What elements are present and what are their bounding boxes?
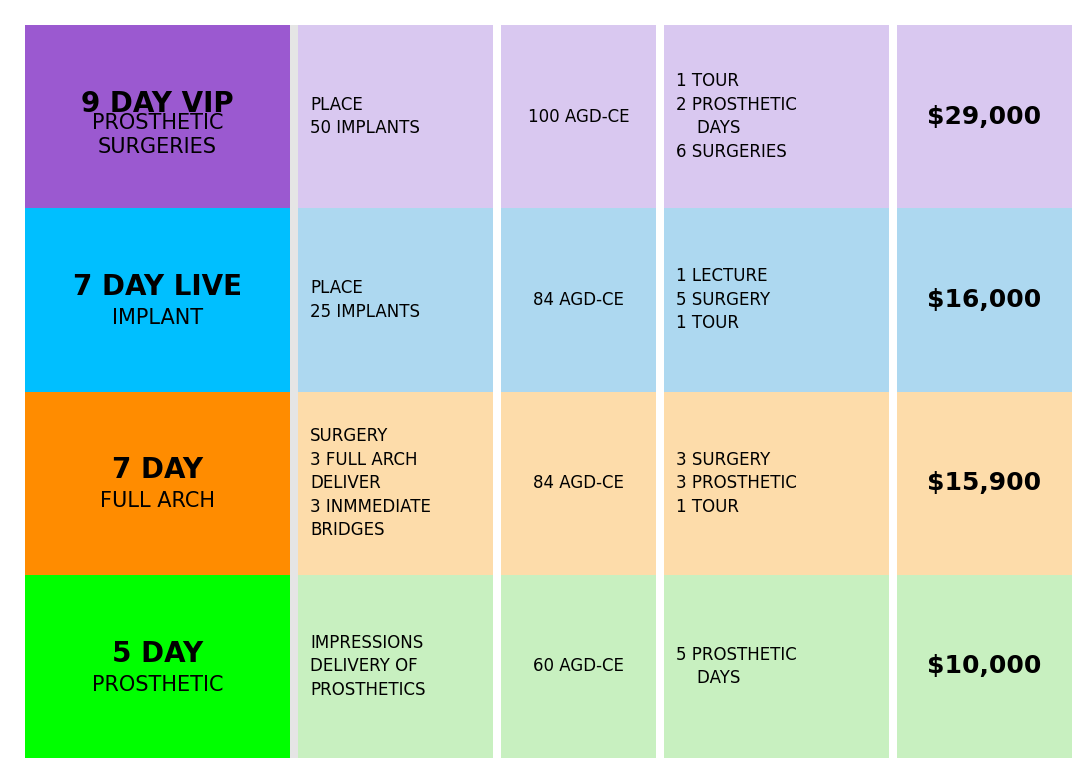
Bar xyxy=(664,392,889,575)
Bar xyxy=(298,208,492,392)
Bar xyxy=(25,575,291,758)
Text: $29,000: $29,000 xyxy=(928,105,1041,128)
Text: 5 DAY: 5 DAY xyxy=(112,640,203,668)
Bar xyxy=(291,392,298,575)
Bar xyxy=(501,208,656,392)
Text: $10,000: $10,000 xyxy=(928,655,1042,678)
Text: 84 AGD-CE: 84 AGD-CE xyxy=(534,474,624,493)
Text: 5 PROSTHETIC
    DAYS: 5 PROSTHETIC DAYS xyxy=(676,645,797,687)
Bar xyxy=(298,25,492,208)
Bar xyxy=(897,25,1072,208)
Text: $15,900: $15,900 xyxy=(928,471,1041,495)
Text: 100 AGD-CE: 100 AGD-CE xyxy=(528,107,630,125)
Text: PLACE
50 IMPLANTS: PLACE 50 IMPLANTS xyxy=(310,96,420,138)
Bar xyxy=(298,575,492,758)
Text: 3 SURGERY
3 PROSTHETIC
1 TOUR: 3 SURGERY 3 PROSTHETIC 1 TOUR xyxy=(676,450,797,516)
Text: PROSTHETIC
SURGERIES: PROSTHETIC SURGERIES xyxy=(92,113,224,157)
Bar xyxy=(664,25,889,208)
Text: PLACE
25 IMPLANTS: PLACE 25 IMPLANTS xyxy=(310,279,420,321)
Text: $16,000: $16,000 xyxy=(928,288,1041,312)
Bar xyxy=(501,392,656,575)
Text: 7 DAY: 7 DAY xyxy=(112,456,203,485)
Text: SURGERY
3 FULL ARCH
DELIVER
3 INMMEDIATE
BRIDGES: SURGERY 3 FULL ARCH DELIVER 3 INMMEDIATE… xyxy=(310,427,431,539)
Text: 7 DAY LIVE: 7 DAY LIVE xyxy=(73,273,242,301)
Bar xyxy=(664,575,889,758)
Bar xyxy=(664,208,889,392)
Text: 9 DAY VIP: 9 DAY VIP xyxy=(81,90,233,117)
Text: 1 TOUR
2 PROSTHETIC
    DAYS
6 SURGERIES: 1 TOUR 2 PROSTHETIC DAYS 6 SURGERIES xyxy=(676,72,797,161)
Bar xyxy=(897,208,1072,392)
Bar xyxy=(501,575,656,758)
Text: 60 AGD-CE: 60 AGD-CE xyxy=(534,658,624,676)
Text: FULL ARCH: FULL ARCH xyxy=(100,492,215,511)
Bar xyxy=(291,25,298,208)
Text: IMPLANT: IMPLANT xyxy=(112,309,203,328)
Bar xyxy=(897,575,1072,758)
Text: IMPRESSIONS
DELIVERY OF
PROSTHETICS: IMPRESSIONS DELIVERY OF PROSTHETICS xyxy=(310,633,426,699)
Bar xyxy=(291,208,298,392)
Text: 84 AGD-CE: 84 AGD-CE xyxy=(534,290,624,309)
Bar xyxy=(25,208,291,392)
Bar xyxy=(25,25,291,208)
Text: PROSTHETIC: PROSTHETIC xyxy=(92,675,224,695)
Bar xyxy=(25,392,291,575)
Bar xyxy=(501,25,656,208)
Bar xyxy=(298,392,492,575)
Bar xyxy=(897,392,1072,575)
Text: 1 LECTURE
5 SURGERY
1 TOUR: 1 LECTURE 5 SURGERY 1 TOUR xyxy=(676,267,770,333)
Bar xyxy=(291,575,298,758)
